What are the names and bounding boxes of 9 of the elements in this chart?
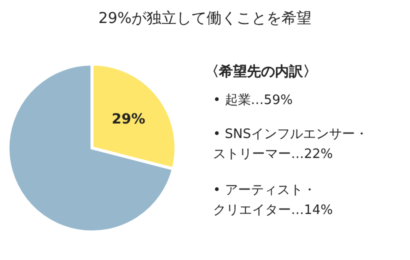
text: ストリーマー…22% bbox=[213, 147, 333, 162]
text: 29%が独立して働くことを希望 bbox=[98, 9, 312, 27]
text: クリエイター…14% bbox=[213, 203, 333, 218]
data-label: 29% bbox=[112, 112, 146, 128]
text: • 起業…59% bbox=[213, 93, 293, 108]
text: 〈希望先の内訳〉 bbox=[205, 63, 317, 80]
text: • アーティスト・ bbox=[213, 183, 316, 198]
pie-slice bbox=[6, 62, 175, 234]
text: • SNSインフルエンサー・ bbox=[213, 127, 368, 142]
